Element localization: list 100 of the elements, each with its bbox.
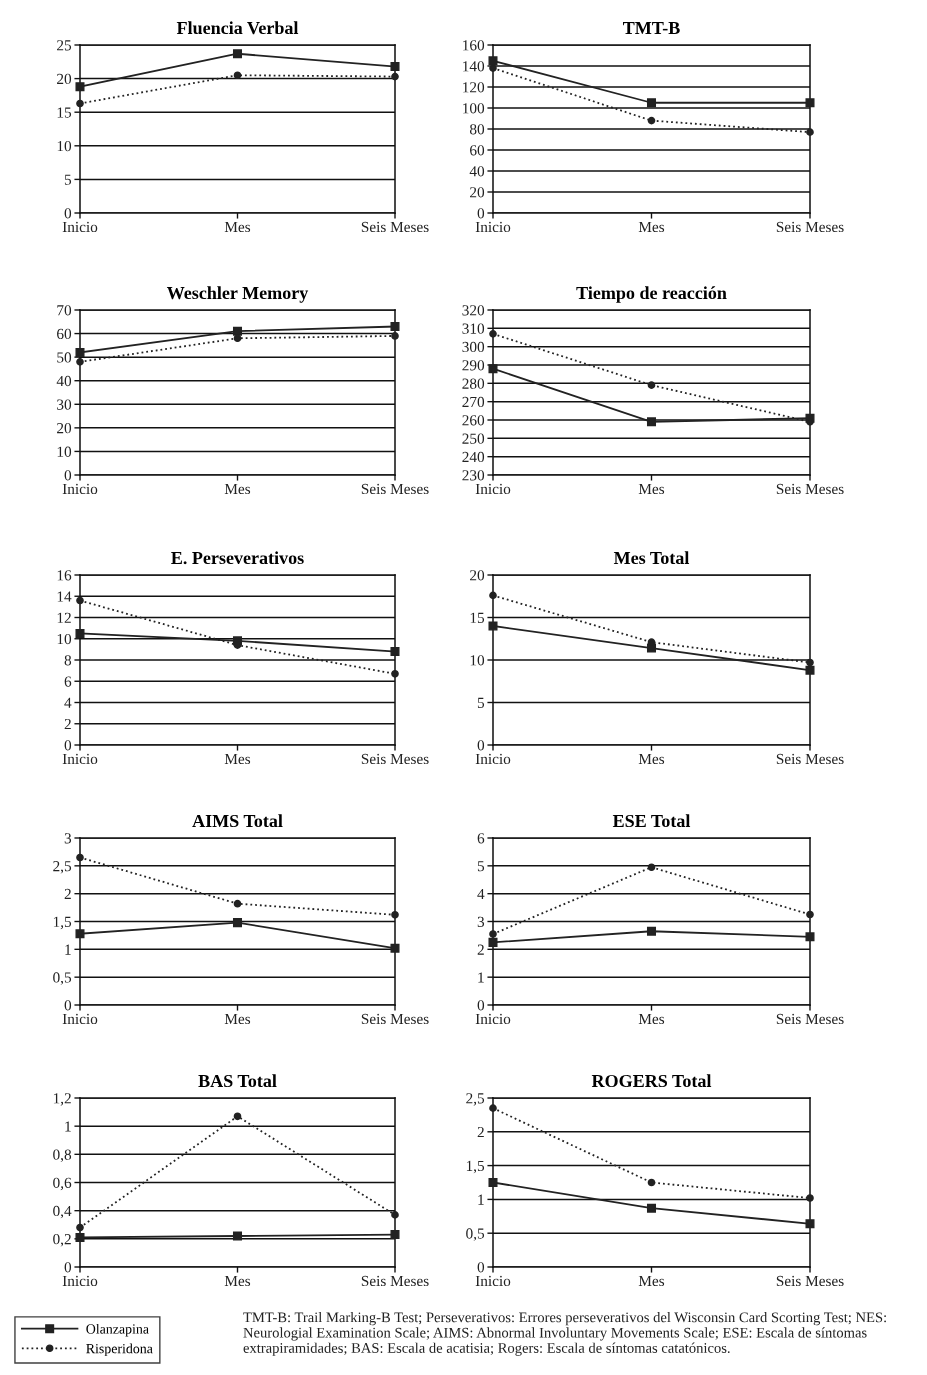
point	[75, 929, 85, 939]
point	[646, 98, 657, 108]
chart-title: Weschler Memory	[166, 286, 309, 303]
point	[489, 1104, 497, 1112]
point	[805, 98, 815, 108]
chart-title: Tiempo de reacción	[576, 286, 727, 303]
point	[390, 943, 400, 953]
y-tick-label: 2,5	[466, 1093, 485, 1106]
x-tick-label: Mes	[224, 753, 251, 765]
y-tick-label: 60	[470, 145, 485, 156]
point	[233, 899, 242, 908]
point	[233, 71, 242, 80]
point	[75, 82, 85, 92]
point	[76, 853, 84, 862]
x-tick-label: Seis Meses	[776, 1013, 844, 1025]
point	[647, 863, 656, 872]
point	[488, 1177, 498, 1188]
point	[805, 1219, 815, 1229]
point	[76, 1223, 84, 1232]
x-tick-label: Inicio	[475, 1013, 511, 1025]
y-tick-label: 8	[64, 655, 72, 666]
x-tick-label: Mes	[224, 221, 251, 233]
y-tick-label: 3	[477, 916, 485, 927]
y-tick-label: 0	[64, 740, 72, 751]
y-tick-label: 16	[57, 570, 72, 581]
point	[391, 72, 399, 81]
x-tick-label: Mes	[224, 1275, 251, 1287]
y-tick-label: 0,5	[53, 972, 72, 985]
x-tick-label: Seis Meses	[776, 753, 844, 765]
x-tick-label: Mes	[224, 483, 251, 495]
x-tick-label: Inicio	[475, 753, 511, 765]
y-tick-label: 0	[477, 1000, 485, 1011]
point	[646, 1203, 657, 1213]
y-tick-label: 0,8	[53, 1149, 72, 1162]
y-tick-label: 6	[477, 833, 485, 844]
y-tick-label: 4	[64, 697, 72, 708]
point	[76, 99, 84, 108]
y-tick-label: 10	[57, 633, 72, 645]
y-tick-label: 40	[56, 375, 72, 387]
chart-title: AIMS Total	[192, 814, 283, 828]
y-tick-label: 60	[57, 328, 72, 340]
y-tick-label: 320	[462, 305, 485, 316]
point	[805, 665, 815, 675]
y-tick-label: 10	[57, 140, 72, 152]
point	[806, 658, 814, 667]
y-tick-label: 270	[462, 396, 485, 408]
x-tick-label: Mes	[638, 1013, 665, 1025]
y-tick-label: 1	[65, 1121, 71, 1132]
y-tick-label: 2,5	[53, 861, 72, 874]
point	[391, 910, 399, 919]
x-tick-label: Mes	[638, 1275, 665, 1287]
point	[805, 932, 815, 942]
point	[232, 326, 243, 336]
point	[488, 621, 498, 631]
y-tick-label: 160	[463, 40, 485, 51]
y-tick-label: 300	[462, 341, 485, 353]
x-tick-label: Seis Meses	[776, 483, 844, 495]
x-tick-label: Seis Meses	[361, 221, 429, 233]
point	[806, 910, 814, 919]
y-tick-label: 2	[64, 888, 71, 899]
y-tick-label: 70	[57, 305, 72, 316]
point	[232, 49, 243, 59]
y-tick-label: 30	[57, 399, 72, 410]
x-tick-label: Seis Meses	[361, 483, 429, 495]
point	[390, 321, 400, 332]
point	[646, 926, 657, 936]
y-tick-label: 0,6	[53, 1177, 72, 1191]
y-tick-label: 0	[477, 208, 485, 219]
y-tick-label: 0	[64, 1262, 72, 1273]
x-tick-label: Inicio	[62, 1275, 98, 1287]
chart-title: TMT-B	[623, 22, 680, 34]
x-tick-label: Seis Meses	[361, 1013, 429, 1025]
y-tick-label: 5	[477, 697, 485, 708]
point	[390, 1230, 400, 1240]
point	[390, 61, 400, 72]
point	[391, 669, 399, 678]
y-tick-label: 0,5	[466, 1228, 485, 1241]
point	[232, 1231, 243, 1241]
chart-title: E. Perseverativos	[171, 551, 304, 565]
y-tick-label: 10	[57, 446, 72, 457]
y-tick-label: 20	[470, 570, 485, 581]
y-tick-label: 0	[64, 470, 72, 481]
y-tick-label: 1,2	[53, 1093, 71, 1106]
text: TMT-B: Trail Marking-B Test; Perseverativos: Errores perseverativos del Wisconsin Card Scorting Test; NES: Neurologial Examination Scale; AIMS: Abnormal Involuntary Movements Scale; ESE: Escala de síntomas extrapiramidades; BAS: Escala de acatisia; Rogers: Escala de síntomas catatónicos.	[243, 1312, 886, 1356]
chart-title: ROGERS Total	[591, 1074, 712, 1088]
y-tick-label: 0,2	[53, 1233, 71, 1247]
y-tick-label: 0,4	[53, 1205, 72, 1219]
chart-title: BAS Total	[198, 1074, 277, 1088]
x-tick-label: Inicio	[62, 221, 98, 233]
point	[646, 417, 657, 427]
chart-title: Fluencia Verbal	[176, 21, 299, 35]
y-tick-label: 310	[462, 323, 485, 334]
x-tick-label: Seis Meses	[361, 1275, 429, 1287]
y-tick-label: 2	[64, 718, 71, 730]
y-tick-label: 25	[57, 40, 72, 51]
y-tick-label: 0	[64, 1000, 72, 1011]
y-tick-label: 0	[64, 208, 72, 219]
point	[390, 646, 400, 657]
y-tick-label: 100	[463, 103, 485, 114]
y-tick-label: 1	[478, 1194, 484, 1205]
